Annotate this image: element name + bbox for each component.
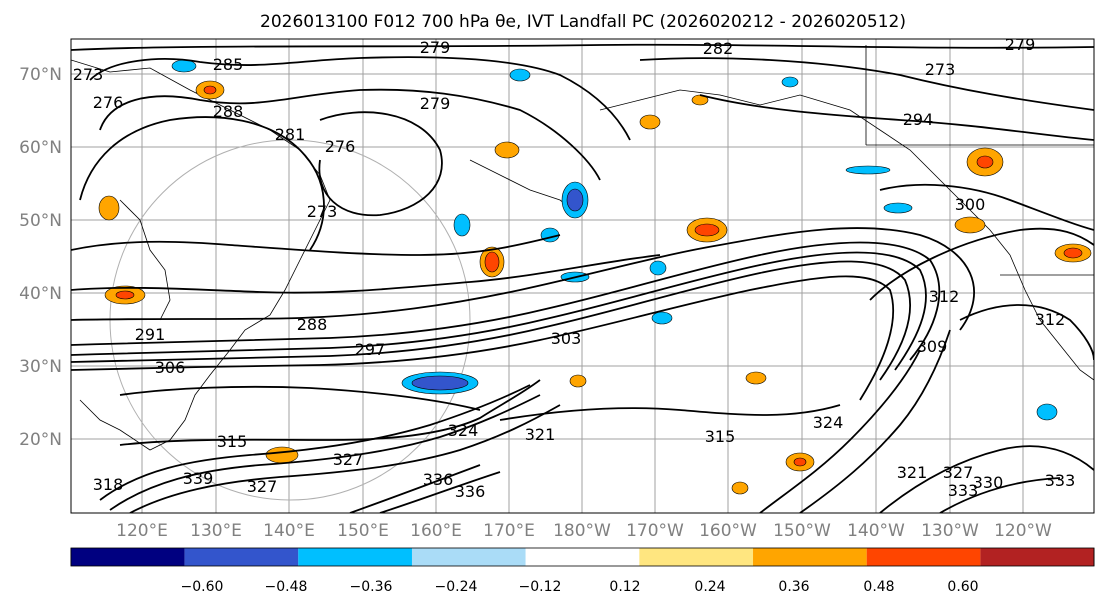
colorbar-tick-label: −0.60 [181,579,224,595]
lat-label: 20°N [19,430,62,450]
colorbar-tick-label: 0.12 [609,579,640,595]
colorbar-cell [298,548,412,566]
contour-label: 330 [973,473,1004,492]
colorbar-outline [70,547,1095,567]
contour-label: 324 [813,413,844,432]
contour-label: 288 [213,102,244,121]
contour-label: 300 [955,195,986,214]
contour-label: 312 [1035,310,1066,329]
contour-label: 306 [155,358,186,377]
lon-label: 150°E [337,521,389,541]
contour-label: 273 [925,60,956,79]
contour-labels: 279 282 279 273 276 285 288 279 276 294 … [73,35,1076,501]
contour-label: 321 [897,463,928,482]
lat-label: 40°N [19,284,62,304]
contour-label: 315 [705,427,736,446]
lat-label: 60°N [19,138,62,158]
colorbar-tick-label: −0.24 [435,579,478,595]
colorbar-tick-label: −0.48 [265,579,308,595]
contour-label: 327 [247,477,278,496]
contour-label: 321 [525,425,556,444]
contour-label: 318 [93,475,124,494]
contour-label: 333 [948,481,979,500]
map-frame [70,38,1095,514]
contour-label: 273 [307,202,338,221]
contour-label: 309 [917,337,948,356]
lon-label: 140°W [847,521,905,541]
colorbar-cell [866,548,981,566]
colorbar-cell [184,548,299,566]
contour-label: 336 [455,482,486,501]
colorbar-tick-label: −0.36 [350,579,393,595]
lon-label: 170°W [626,521,684,541]
contour-label: 312 [929,287,960,306]
theta-e-contours [71,43,1094,513]
contour-label: 279 [420,94,451,113]
colorbar-cell [411,548,526,566]
contour-label: 339 [183,469,214,488]
contour-label: 324 [448,421,479,440]
colorbar-tick-label: 0.48 [863,579,894,595]
contour-label: 291 [135,325,166,344]
lat-label: 70°N [19,65,62,85]
lon-label: 160°W [699,521,757,541]
contour-label: 327 [333,450,364,469]
colorbar-cell [70,548,185,566]
colorbar-cell [639,548,754,566]
colorbar-cell [980,548,1095,566]
contour-label: 279 [420,38,451,57]
lon-label: 160°E [410,521,462,541]
contour-label: 336 [423,470,454,489]
anomaly-shading [98,59,1092,495]
contour-label: 281 [275,125,306,144]
contour-label: 282 [703,39,734,58]
contour-label: 303 [551,329,582,348]
lon-label: 120°W [994,521,1052,541]
colorbar-cells [70,547,1095,567]
contour-label: 333 [1045,471,1076,490]
colorbar: −0.60 −0.48 −0.36 −0.24 −0.12 0.12 0.24 … [70,547,1095,595]
lon-label: 150°W [773,521,831,541]
lon-label: 170°E [483,521,535,541]
contour-label: 294 [903,110,934,129]
colorbar-tick-label: 0.36 [778,579,809,595]
colorbar-tick-label: 0.60 [947,579,978,595]
lon-label: 120°E [116,521,168,541]
colorbar-ticks: −0.60 −0.48 −0.36 −0.24 −0.12 0.12 0.24 … [181,579,979,595]
contour-label: 288 [297,315,328,334]
latitude-labels: 70°N 60°N 50°N 40°N 30°N 20°N [19,65,62,450]
figure-title: 2026013100 F012 700 hPa θe, IVT Landfall… [260,12,906,32]
lat-label: 50°N [19,211,62,231]
lon-label: 130°W [921,521,979,541]
lat-label: 30°N [19,357,62,377]
contour-label: 279 [1005,35,1036,54]
contour-label: 285 [213,55,244,74]
colorbar-tick-label: 0.24 [694,579,725,595]
coastlines [71,45,1094,451]
longitude-labels: 120°E 130°E 140°E 150°E 160°E 170°E 180°… [116,521,1052,541]
contour-label: 276 [325,137,356,156]
lon-label: 180°W [553,521,611,541]
graticule [71,39,1094,513]
contour-label: 315 [217,432,248,451]
contour-label: 276 [93,93,124,112]
lon-label: 130°E [190,521,242,541]
contour-label: 273 [73,65,104,84]
contour-label: 327 [943,463,974,482]
colorbar-cell [753,548,867,566]
colorbar-tick-label: −0.12 [519,579,562,595]
contour-label: 297 [355,340,386,359]
lon-label: 140°E [263,521,315,541]
colorbar-cell [525,548,640,566]
